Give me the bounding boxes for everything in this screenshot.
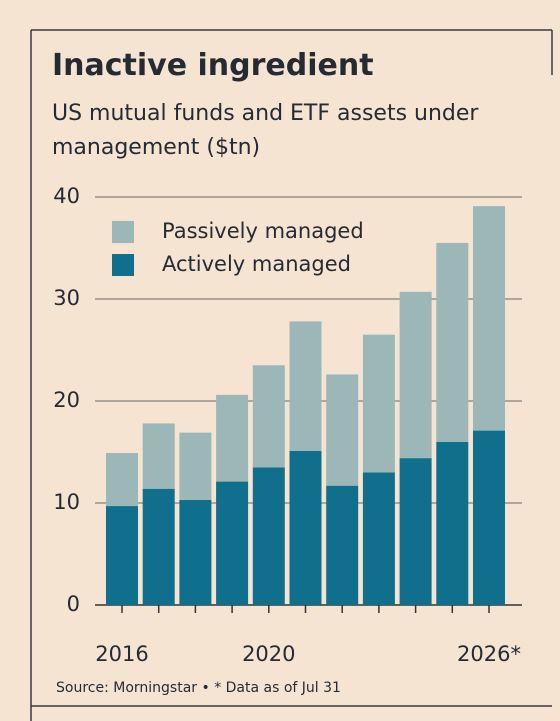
bar-segment (473, 430, 505, 605)
legend-label: Actively managed (162, 252, 351, 276)
bar-segment (216, 394, 249, 482)
chart-subtitle: US mutual funds and ETF assets under man… (52, 101, 479, 160)
bar-segment (142, 423, 175, 489)
bar-segment (289, 450, 322, 605)
x-tick-label: 2016 (95, 642, 148, 666)
bar-segment (326, 485, 359, 605)
y-tick-label: 0 (67, 592, 80, 616)
legend-label: Passively managed (162, 219, 364, 243)
legend-swatch (112, 221, 134, 243)
bar-segment (252, 365, 285, 468)
legend-swatch (112, 254, 134, 276)
bar-segment (436, 242, 469, 442)
bar-segment (179, 432, 212, 500)
bar-segment (179, 499, 212, 605)
bar-segment (399, 458, 432, 605)
x-tick-label: 2020 (242, 642, 295, 666)
bar-segment (436, 441, 469, 605)
y-tick-label: 20 (53, 388, 80, 412)
y-tick-label: 10 (53, 490, 80, 514)
chart-title: Inactive ingredient (52, 48, 374, 83)
bar-segment (106, 506, 138, 605)
bar-segment (473, 206, 505, 431)
y-tick-label: 30 (53, 286, 80, 310)
bar-segment (289, 321, 322, 451)
bar-segment (216, 481, 249, 605)
bar-segment (326, 374, 359, 486)
source-note: Source: Morningstar • * Data as of Jul 3… (56, 680, 341, 696)
bar-segment (252, 467, 285, 605)
bar-segment (142, 488, 175, 605)
bar-segment (362, 472, 395, 605)
bar-segment (106, 453, 138, 507)
x-tick-label: 2026* (457, 642, 521, 666)
bar-segment (399, 291, 432, 459)
bar-segment (362, 334, 395, 473)
y-tick-label: 40 (53, 184, 80, 208)
